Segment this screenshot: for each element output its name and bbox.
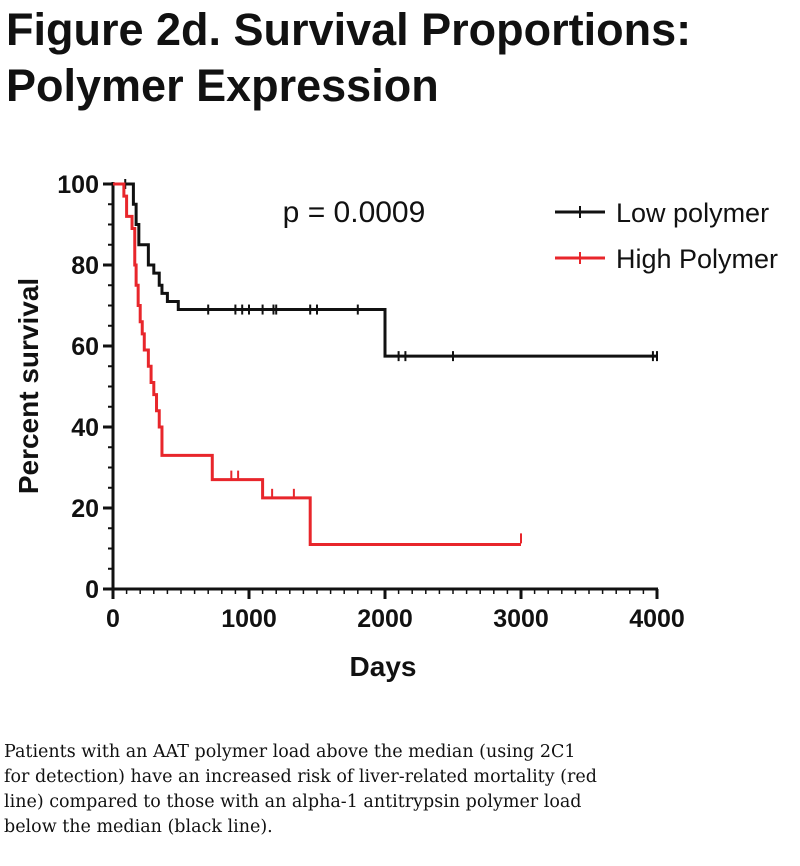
x-tick-label: 4000 xyxy=(629,605,685,633)
y-tick-label: 100 xyxy=(57,171,99,199)
p-value-annotation: p = 0.0009 xyxy=(283,196,426,229)
x-tick-label: 3000 xyxy=(493,605,549,633)
y-tick-label: 40 xyxy=(71,414,99,442)
series-line-high-polymer xyxy=(113,182,521,546)
caption-line-3: line) compared to those with an alpha-1 … xyxy=(4,792,582,812)
series-line-low-polymer xyxy=(113,182,657,358)
y-tick-label: 80 xyxy=(71,252,99,280)
legend-label-low-polymer: Low polymer xyxy=(616,198,769,228)
x-tick-label: 0 xyxy=(106,605,120,633)
x-tick-label: 1000 xyxy=(221,605,277,633)
y-axis-title: Percent survival xyxy=(13,278,44,494)
figure-title: Figure 2d. Survival Proportions: Polymer… xyxy=(6,2,796,114)
y-tick-label: 0 xyxy=(85,576,99,604)
caption-line-2: for detection) have an increased risk of… xyxy=(4,767,597,787)
figure-title-line-2: Polymer Expression xyxy=(6,60,439,111)
caption-line-1: Patients with an AAT polymer load above … xyxy=(4,742,576,762)
x-axis-title: Days xyxy=(350,651,417,682)
caption-line-4: below the median (black line). xyxy=(4,817,273,837)
x-tick-label: 2000 xyxy=(357,605,413,633)
legend-label-high-polymer: High Polymer xyxy=(616,244,778,274)
figure-title-line-1: Figure 2d. Survival Proportions: xyxy=(6,4,692,55)
y-tick-label: 60 xyxy=(71,333,99,361)
y-tick-label: 20 xyxy=(71,495,99,523)
figure-caption: Patients with an AAT polymer load above … xyxy=(4,740,794,840)
